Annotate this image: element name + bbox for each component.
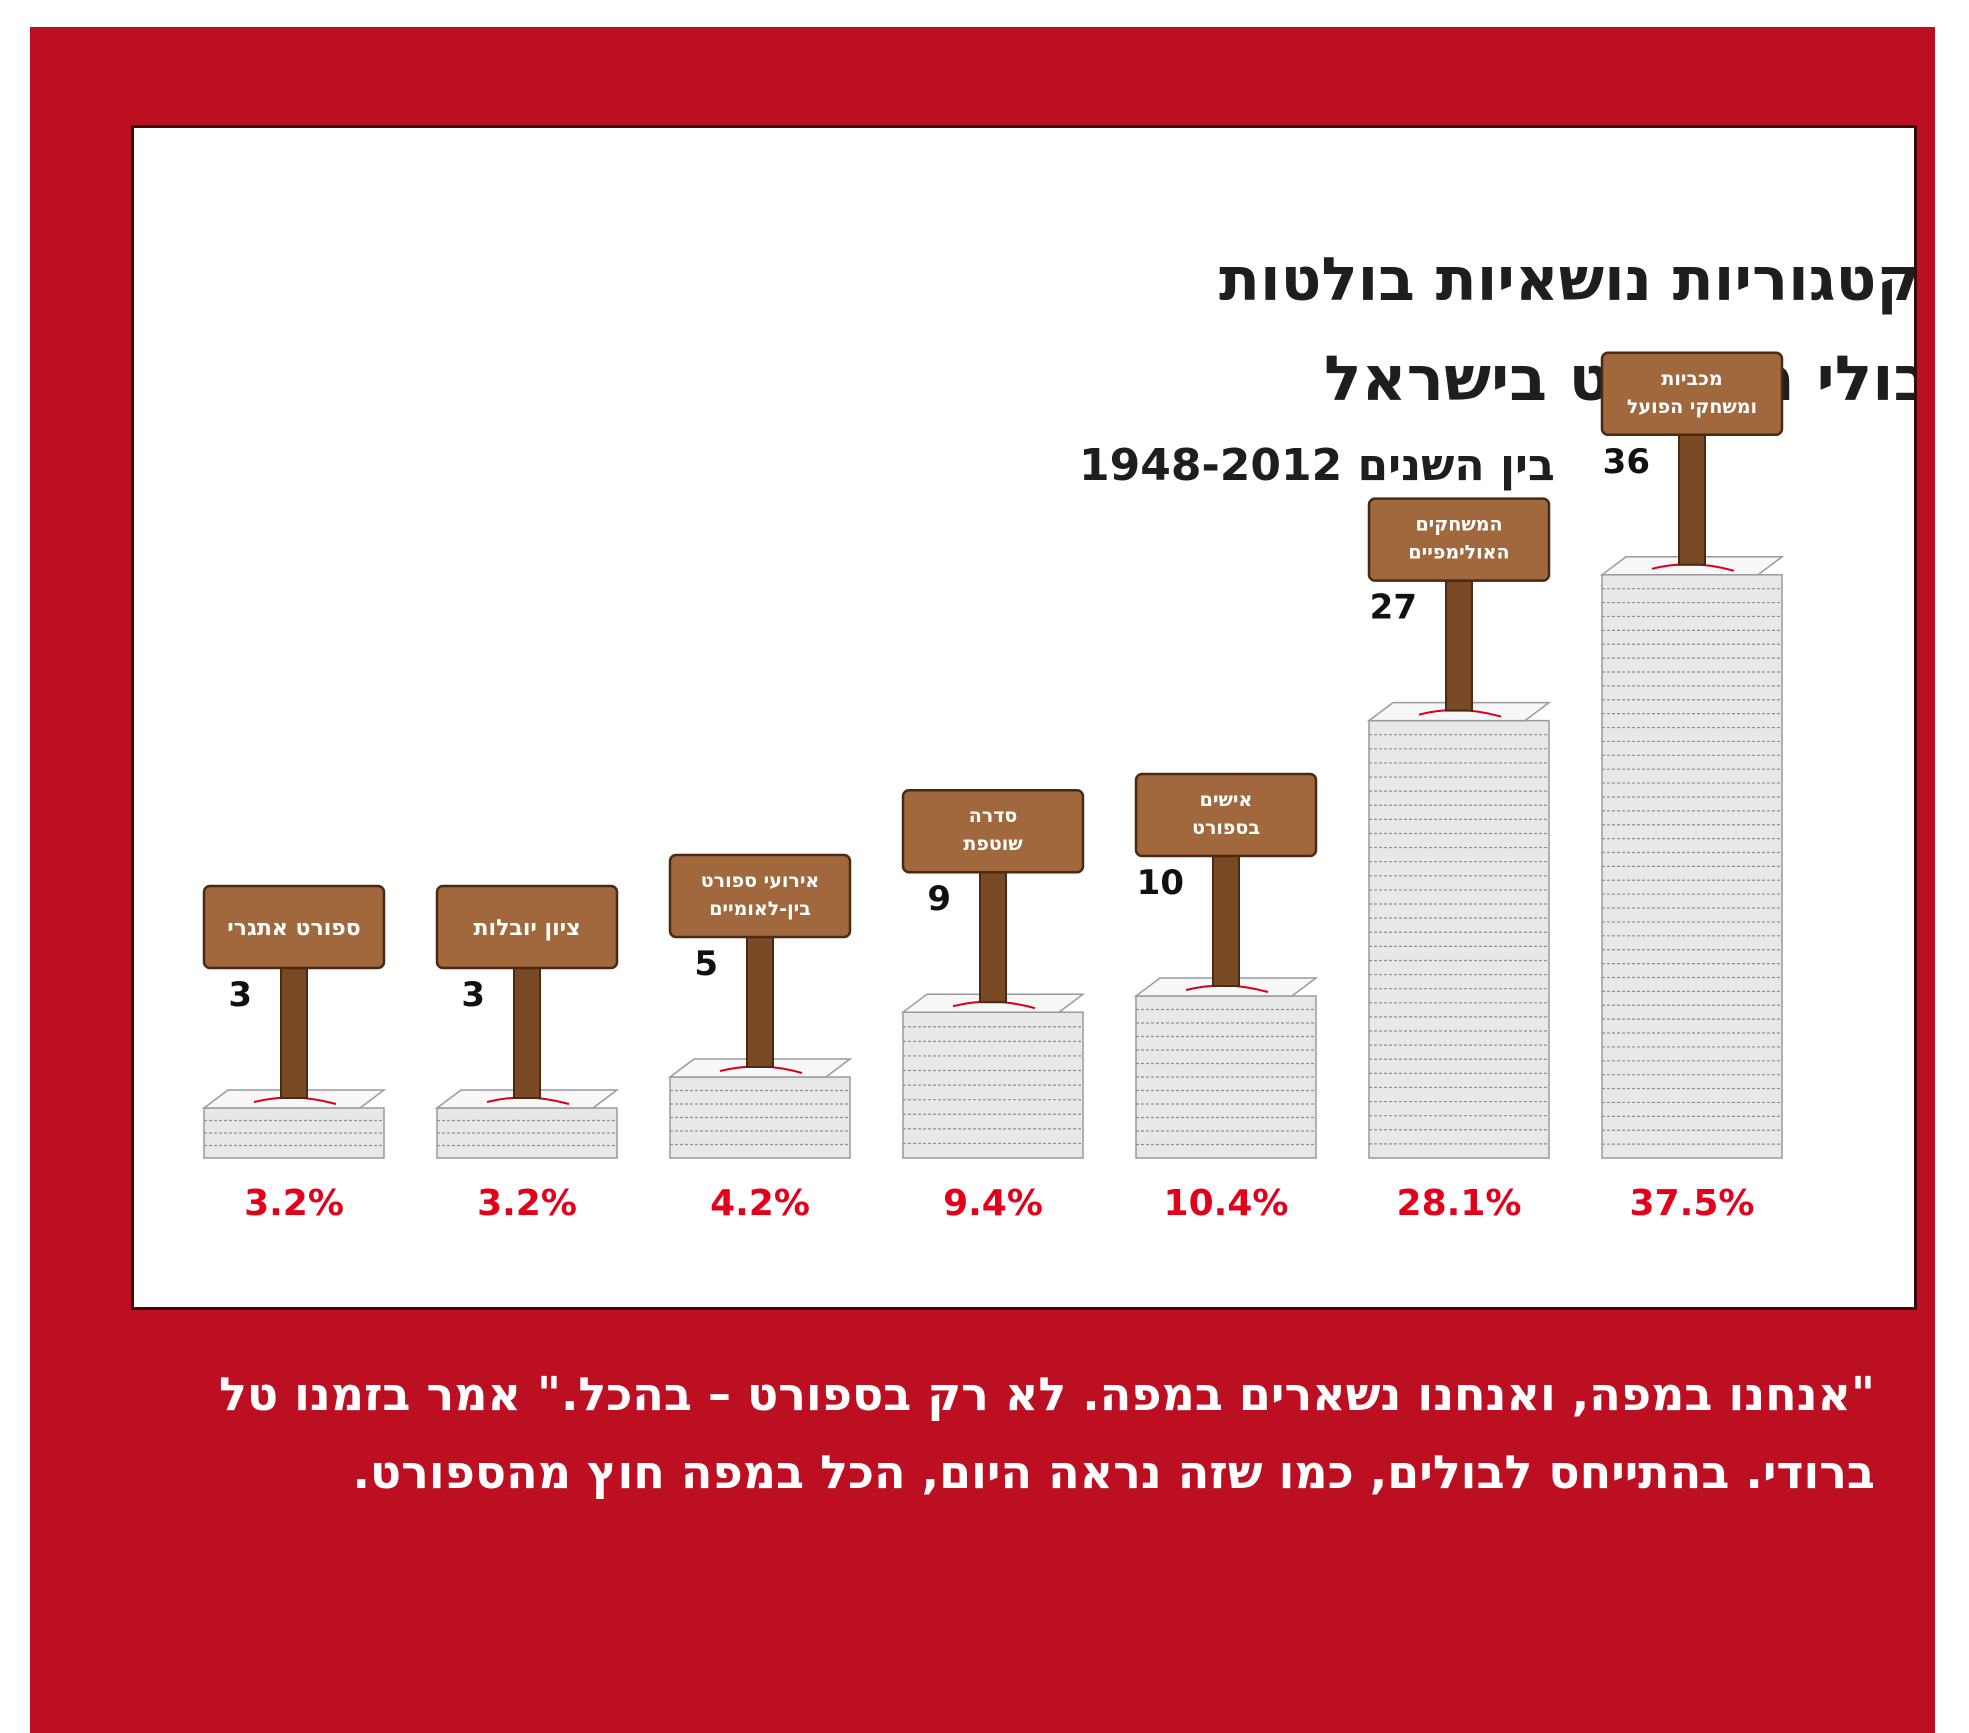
bar-7: מכביות ומשחקי הפועל 36 37.5% <box>1599 351 1785 1224</box>
sign-post <box>1678 423 1706 566</box>
sign-label-line: האולימפיים <box>1408 542 1509 564</box>
bar-4: סדרה שוטפת 9 9.4% <box>900 788 1086 1224</box>
sign-post <box>1445 569 1473 712</box>
bar-3: אירועי ספורט בין-לאומיים 5 4.2% <box>667 853 853 1224</box>
percent-label: 4.2% <box>710 1183 810 1224</box>
sign-post <box>979 861 1007 1004</box>
sign-post <box>280 957 308 1099</box>
sign-label-line: ציון יובלות <box>474 916 581 941</box>
sign-board <box>1367 497 1551 582</box>
count-label: 3 <box>461 975 485 1015</box>
sign-label-line: סדרה <box>969 805 1018 827</box>
bar-6: המשחקים האולימפיים 27 28.1% <box>1366 497 1552 1224</box>
sign-board <box>901 788 1085 874</box>
percent-label: 10.4% <box>1164 1183 1289 1224</box>
count-label: 5 <box>694 944 718 984</box>
count-label: 10 <box>1137 863 1184 903</box>
sign-label-line: אישים <box>1200 789 1253 811</box>
stamp-stack-chart: קטגוריות נושאיות בולטות על גבי בולי הספו… <box>201 245 1914 1224</box>
sign-label-line: המשחקים <box>1415 514 1502 536</box>
chart-title-line-3: בין השנים 1948-2012 <box>1079 440 1555 491</box>
sign-label-line: ספורט אתגרי <box>227 916 360 941</box>
percent-label: 9.4% <box>943 1183 1043 1224</box>
sign-label-line: בין-לאומיים <box>709 898 811 920</box>
sign-post <box>1212 845 1240 987</box>
sign-board <box>1600 351 1784 437</box>
quote-caption: "אנחנו במפה, ואנחנו נשארים במפה. לא רק ב… <box>219 1367 1875 1499</box>
count-label: 3 <box>228 975 252 1015</box>
count-label: 27 <box>1370 588 1417 628</box>
red-frame: קטגוריות נושאיות בולטות על גבי בולי הספו… <box>30 27 1935 1733</box>
sign-board <box>668 853 852 939</box>
chart-panel: קטגוריות נושאיות בולטות על גבי בולי הספו… <box>131 125 1917 1310</box>
sign-label-line: ומשחקי הפועל <box>1627 396 1757 418</box>
chart-title-line-1: קטגוריות נושאיות בולטות <box>1219 245 1914 315</box>
sign-label-line: מכביות <box>1661 368 1722 390</box>
sign-board <box>1134 772 1318 858</box>
sign-label-line: שוטפת <box>963 833 1023 855</box>
percent-label: 3.2% <box>244 1183 344 1224</box>
sign-board <box>202 884 386 970</box>
percent-label: 3.2% <box>477 1183 577 1224</box>
percent-label: 28.1% <box>1397 1183 1522 1224</box>
percent-label: 37.5% <box>1630 1183 1755 1224</box>
bar-1: ספורט אתגרי 3 3.2% <box>201 884 387 1224</box>
count-label: 36 <box>1603 442 1650 482</box>
sign-post <box>746 926 774 1068</box>
sign-board <box>435 884 619 970</box>
stamp-stack-body <box>1368 719 1550 1159</box>
sign-post <box>513 957 541 1099</box>
sign-label-line: בספורט <box>1192 817 1260 839</box>
bars-layer: ספורט אתגרי 3 3.2% ציון יובלות 3 3.2% אירועי ס… <box>201 351 1785 1224</box>
count-label: 9 <box>927 879 951 919</box>
sign-label-line: אירועי ספורט <box>701 870 820 892</box>
bar-5: אישים בספורט 10 10.4% <box>1133 772 1319 1224</box>
bar-2: ציון יובלות 3 3.2% <box>434 884 620 1224</box>
